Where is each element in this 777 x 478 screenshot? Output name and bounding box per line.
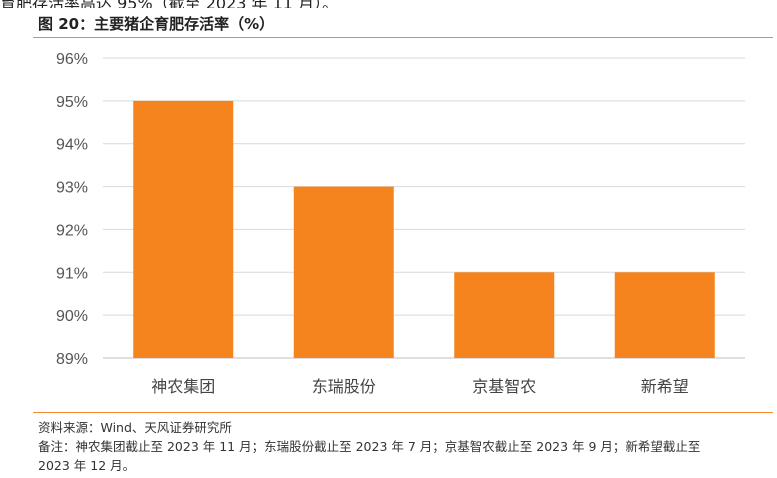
source-note: 资料来源：Wind、天风证券研究所 xyxy=(38,420,232,435)
y-tick-label: 94% xyxy=(56,137,88,154)
footer-divider xyxy=(33,412,773,413)
y-tick-label: 95% xyxy=(56,94,88,111)
bar xyxy=(454,272,555,358)
y-tick-label: 92% xyxy=(56,222,88,239)
remark-line-1: 备注：神农集团截止至 2023 年 11 月；东瑞股份截止至 2023 年 7 … xyxy=(38,439,701,454)
x-axis-category-labels: 神农集团 东瑞股份 京基智农 新希望 xyxy=(151,377,689,396)
x-category-label: 神农集团 xyxy=(151,377,215,396)
bar-chart: 89% 90% 91% 92% 93% 94% 95% 96% 神农集团 东瑞股份 京基智农 新希望 xyxy=(56,51,745,396)
x-category-label: 京基智农 xyxy=(472,377,536,396)
y-tick-label: 93% xyxy=(56,180,88,197)
remark-line-2: 2023 年 12 月。 xyxy=(38,458,136,473)
bar xyxy=(614,272,715,358)
bars xyxy=(133,100,715,358)
bar xyxy=(133,100,234,358)
y-tick-label: 96% xyxy=(56,51,88,68)
y-tick-label: 90% xyxy=(56,308,88,325)
x-category-label: 东瑞股份 xyxy=(312,377,376,396)
figure-notes: 资料来源：Wind、天风证券研究所 备注：神农集团截止至 2023 年 11 月… xyxy=(38,418,758,475)
bar xyxy=(293,186,394,358)
figure-title: 图 20：主要猪企育肥存活率（%） xyxy=(38,15,275,33)
y-tick-label: 91% xyxy=(56,265,88,282)
x-category-label: 新希望 xyxy=(641,377,689,396)
title-divider xyxy=(33,37,773,38)
y-axis-tick-labels: 89% 90% 91% 92% 93% 94% 95% 96% xyxy=(56,51,88,368)
clipped-body-text: 育肥存活率高达 95%（截至 2023 年 11 月）。 xyxy=(0,0,777,8)
y-tick-label: 89% xyxy=(56,351,88,368)
